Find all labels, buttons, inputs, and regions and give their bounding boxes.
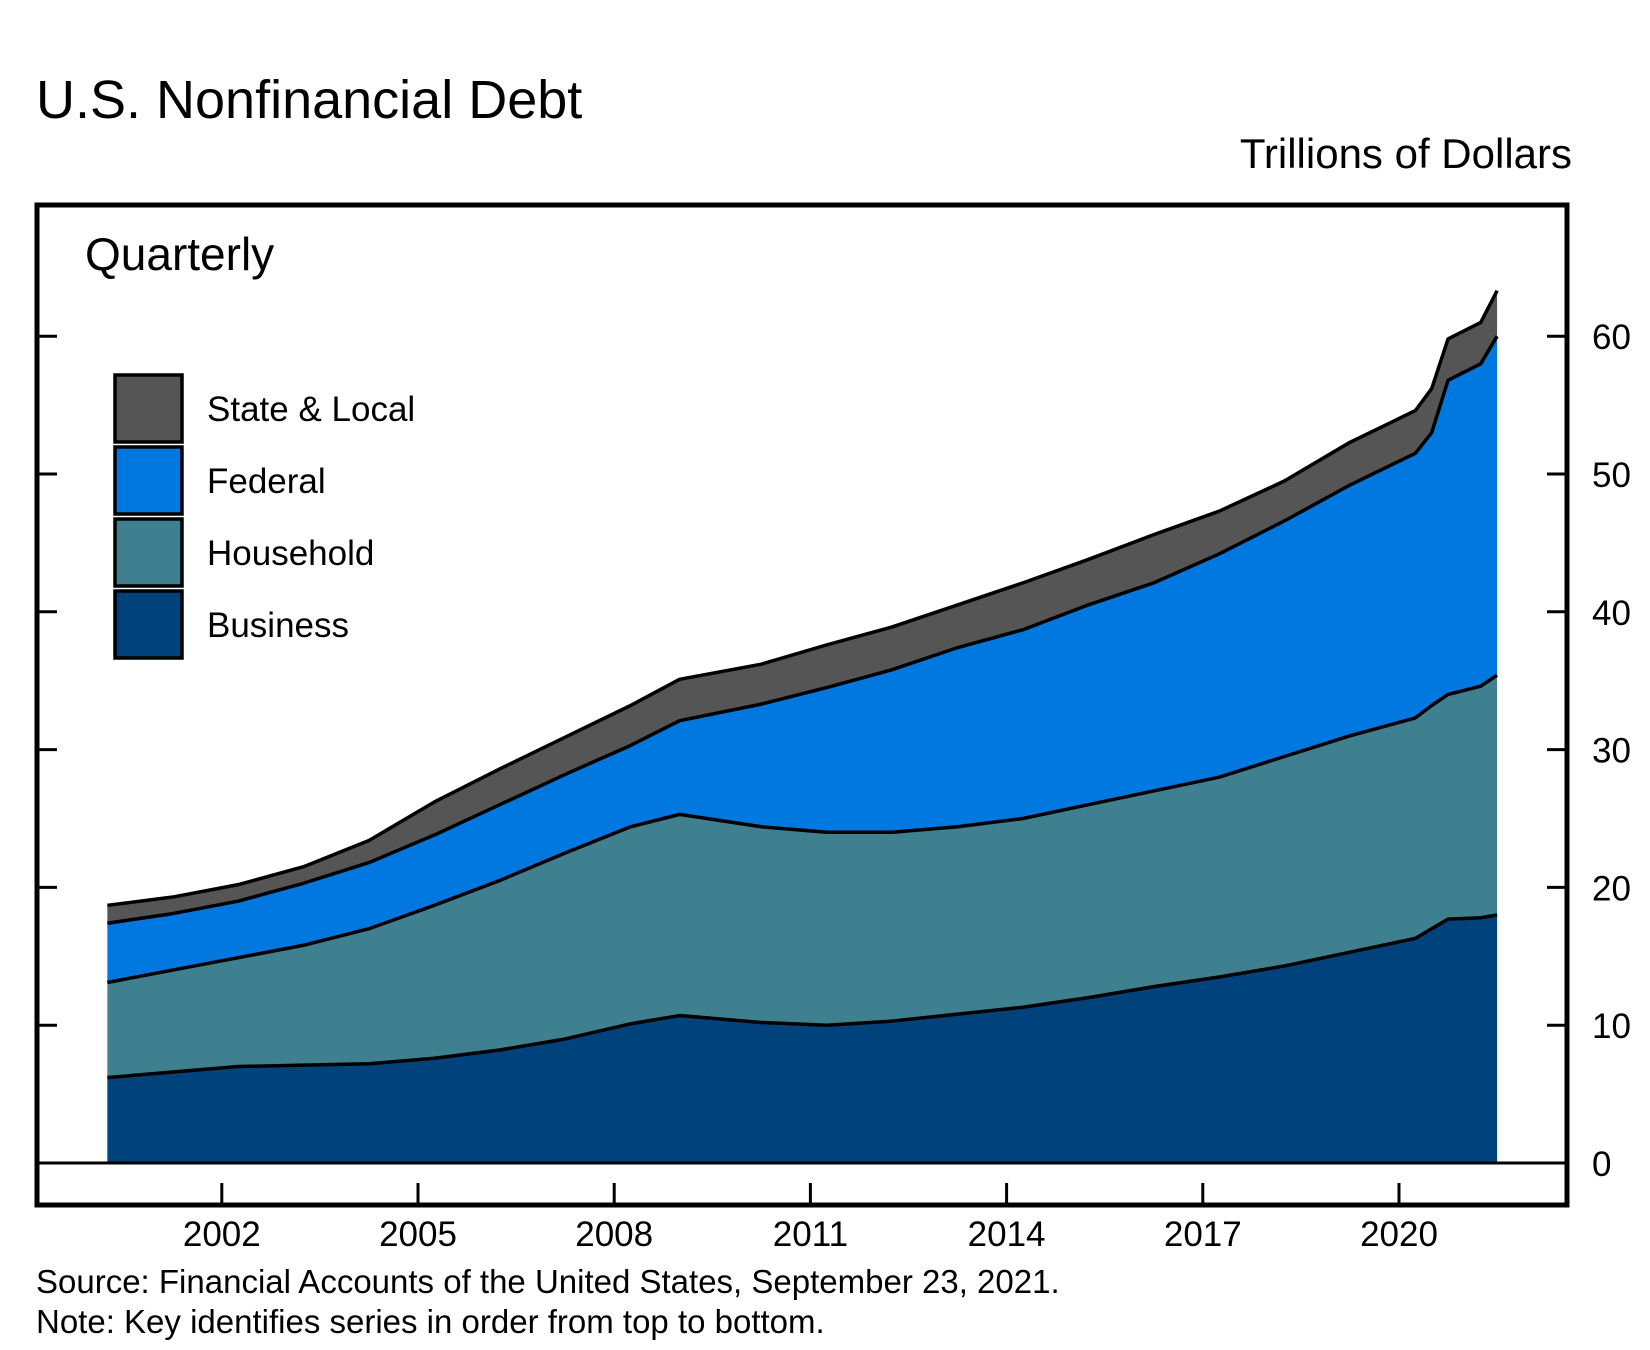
legend-label: Business xyxy=(207,606,349,645)
y-tick-label: 10 xyxy=(1592,1007,1631,1046)
x-axis: 2002 2005 2008 2011 2014 2017 2020 xyxy=(183,1183,1438,1254)
legend: State & Local Federal Household Business xyxy=(113,373,415,660)
legend-label: Household xyxy=(207,534,374,573)
legend-item: Business xyxy=(113,589,349,660)
legend-label: State & Local xyxy=(207,390,415,429)
legend-label: Federal xyxy=(207,462,326,501)
areas xyxy=(107,289,1499,1163)
area-federal xyxy=(107,336,1498,983)
y-axis-label: Trillions of Dollars xyxy=(1240,130,1572,177)
source-note: Source: Financial Accounts of the United… xyxy=(36,1263,1060,1300)
y-tick-label: 20 xyxy=(1592,869,1631,908)
x-tick-label: 2014 xyxy=(968,1215,1046,1254)
area-business xyxy=(107,914,1498,1163)
legend-swatch xyxy=(113,589,184,660)
x-tick-label: 2011 xyxy=(773,1215,848,1254)
legend-swatch xyxy=(113,373,184,444)
line-business xyxy=(107,913,1498,1080)
x-tick-label: 2005 xyxy=(379,1215,457,1254)
legend-item: Federal xyxy=(113,445,326,516)
chart-title: U.S. Nonfinancial Debt xyxy=(36,70,582,130)
legend-item: Household xyxy=(113,517,374,588)
x-tick-label: 2017 xyxy=(1164,1215,1242,1254)
x-tick-label: 2002 xyxy=(183,1215,261,1254)
area-household xyxy=(107,675,1498,1078)
plot-frame xyxy=(34,202,1570,1208)
x-tick-label: 2020 xyxy=(1360,1215,1438,1254)
line-state-local xyxy=(107,289,1499,908)
x-tick-label: 2008 xyxy=(575,1215,653,1254)
line-federal xyxy=(107,335,1499,925)
y-tick-label: 50 xyxy=(1592,456,1631,495)
legend-item: State & Local xyxy=(113,373,415,444)
line-household xyxy=(107,673,1499,985)
y-tick-label: 40 xyxy=(1592,594,1631,633)
y-axis: 0 10 20 30 40 50 60 xyxy=(37,318,1631,1184)
legend-swatch xyxy=(113,445,184,516)
y-tick-label: 0 xyxy=(1592,1145,1611,1184)
y-tick-label: 30 xyxy=(1592,732,1631,771)
y-tick-label: 60 xyxy=(1592,318,1631,357)
legend-swatch xyxy=(113,517,184,588)
frequency-annotation: Quarterly xyxy=(85,228,274,280)
series-note: Note: Key identifies series in order fro… xyxy=(36,1303,825,1340)
